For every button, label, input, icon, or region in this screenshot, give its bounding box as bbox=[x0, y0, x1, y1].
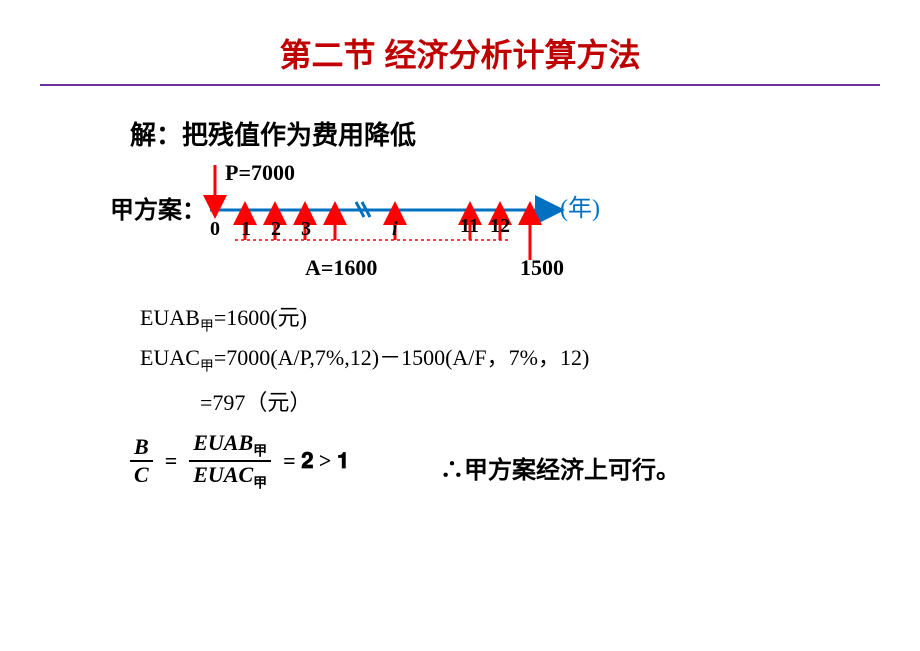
axis-11: 11 bbox=[460, 215, 479, 238]
bc-ratio-formula: B C = EUAB甲 EUAC甲 = 𝟐 > 𝟏 bbox=[130, 430, 357, 493]
a-value-label: A=1600 bbox=[305, 255, 377, 281]
euac-sub: 甲 bbox=[200, 359, 214, 374]
plan-a-label: 甲方案： bbox=[110, 190, 206, 225]
euac-line: EUAC甲=7000(A/P,7%,12)－1500(A/F，7%，12) bbox=[140, 340, 589, 375]
axis-i: i bbox=[392, 218, 398, 241]
frac-bc: B C bbox=[130, 434, 153, 488]
year-unit: (年) bbox=[560, 188, 600, 223]
euac-result: =797（元） bbox=[200, 385, 311, 417]
frac-euac: EUAC甲 bbox=[189, 462, 271, 492]
axis-1: 1 bbox=[241, 218, 251, 241]
frac-b: B bbox=[130, 434, 153, 462]
euab-sub: 甲 bbox=[200, 319, 214, 334]
frac-euab-euac: EUAB甲 EUAC甲 bbox=[189, 430, 271, 493]
axis-3: 3 bbox=[301, 218, 311, 241]
slide-content: 解：把残值作为费用降低 甲方案： P=7000 0 1 2 bbox=[0, 0, 920, 651]
eq-1: = bbox=[157, 448, 186, 474]
axis-12: 12 bbox=[490, 215, 510, 238]
axis-0: 0 bbox=[210, 218, 220, 241]
frac-c: C bbox=[130, 462, 153, 488]
euac-eq: =7000(A/P,7%,12)－1500(A/F，7%，12) bbox=[214, 345, 589, 370]
result: = 𝟐 > 𝟏 bbox=[275, 448, 357, 474]
salvage-value: 1500 bbox=[520, 255, 564, 281]
euac-prefix: EUAC bbox=[140, 345, 200, 370]
euab-prefix: EUAB bbox=[140, 305, 200, 330]
frac-euab: EUAB甲 bbox=[189, 430, 271, 462]
conclusion: ∴甲方案经济上可行。 bbox=[440, 450, 680, 485]
axis-2: 2 bbox=[271, 218, 281, 241]
solution-heading: 解：把残值作为费用降低 bbox=[130, 115, 416, 152]
euab-line: EUAB甲=1600(元) bbox=[140, 300, 307, 335]
euab-eq: =1600(元) bbox=[214, 305, 307, 330]
